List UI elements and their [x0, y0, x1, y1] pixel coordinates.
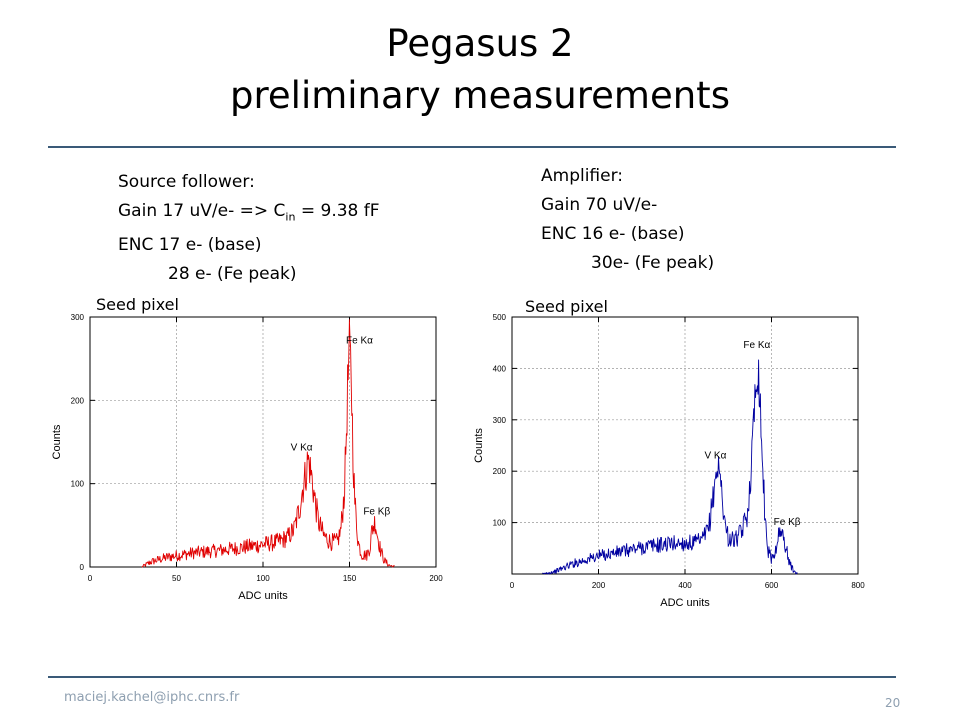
amplifier-info: Amplifier: Gain 70 uV/e- ENC 16 e- (base… [541, 162, 714, 278]
x-axis-label: ADC units [660, 597, 710, 609]
source-follower-heading: Source follower: [118, 172, 255, 192]
top-rule [48, 146, 896, 148]
y-tick-label: 100 [493, 519, 507, 528]
bottom-rule [48, 676, 896, 678]
seed-pixel-label-right: Seed pixel [525, 297, 608, 316]
peak-annotation: Fe Kβ [774, 517, 801, 528]
amplifier-gain: Gain 70 uV/e- [541, 195, 658, 215]
x-tick-label: 0 [510, 581, 515, 590]
amplifier-heading: Amplifier: [541, 166, 624, 186]
source-follower-enc-peak: 28 e- (Fe peak) [168, 264, 297, 285]
amplifier-enc: ENC 16 e- (base) [541, 224, 685, 244]
spectrum-line [542, 359, 798, 575]
y-tick-label: 0 [80, 563, 85, 572]
x-tick-label: 50 [172, 574, 181, 583]
title-line-2: preliminary measurements [230, 74, 730, 117]
x-tick-label: 200 [429, 574, 443, 583]
seed-pixel-label-left: Seed pixel [96, 295, 179, 314]
x-tick-label: 200 [592, 581, 606, 590]
peak-annotation: Fe Kβ [363, 507, 390, 518]
x-axis-label: ADC units [238, 590, 288, 602]
y-axis-label: Counts [473, 428, 485, 463]
y-tick-label: 300 [493, 416, 507, 425]
chart-source-follower: 0 50 100 150 200 0 100 200 300 ADC units Counts Fe … [51, 313, 443, 602]
source-follower-info: Source follower: Gain 17 uV/e- => Cin = … [118, 168, 380, 289]
spectrum-line [141, 319, 395, 568]
y-tick-label: 300 [71, 313, 85, 322]
x-tick-label: 800 [851, 581, 865, 590]
amplifier-enc-peak: 30e- (Fe peak) [591, 253, 715, 273]
footer-email: maciej.kachel@iphc.cnrs.fr [64, 690, 240, 705]
y-tick-label: 200 [71, 396, 85, 405]
x-tick-label: 400 [678, 581, 692, 590]
source-follower-enc: ENC 17 e- (base) [118, 235, 262, 256]
peak-annotation: Fe Kα [346, 336, 373, 347]
x-tick-label: 0 [88, 574, 93, 583]
source-follower-gain: Gain 17 uV/e- => Cin = 9.38 fF [118, 201, 380, 224]
y-tick-label: 400 [493, 364, 507, 373]
y-axis-label: Counts [51, 424, 63, 459]
y-tick-label: 200 [493, 467, 507, 476]
x-tick-label: 100 [256, 574, 270, 583]
peak-annotation: V Kα [291, 442, 313, 453]
peak-annotation: V Kα [704, 450, 726, 461]
peak-annotation: Fe Kα [743, 340, 770, 351]
y-tick-label: 500 [493, 313, 507, 322]
x-tick-label: 600 [765, 581, 779, 590]
x-tick-label: 150 [343, 574, 357, 583]
slide-title: Pegasus 2 preliminary measurements [0, 18, 960, 122]
chart-amplifier: 0 200 400 600 800 100 200 300 400 500 ADC units Cou… [473, 313, 865, 609]
y-tick-label: 100 [71, 480, 85, 489]
page-number: 20 [885, 696, 901, 710]
title-line-1: Pegasus 2 [386, 22, 574, 65]
